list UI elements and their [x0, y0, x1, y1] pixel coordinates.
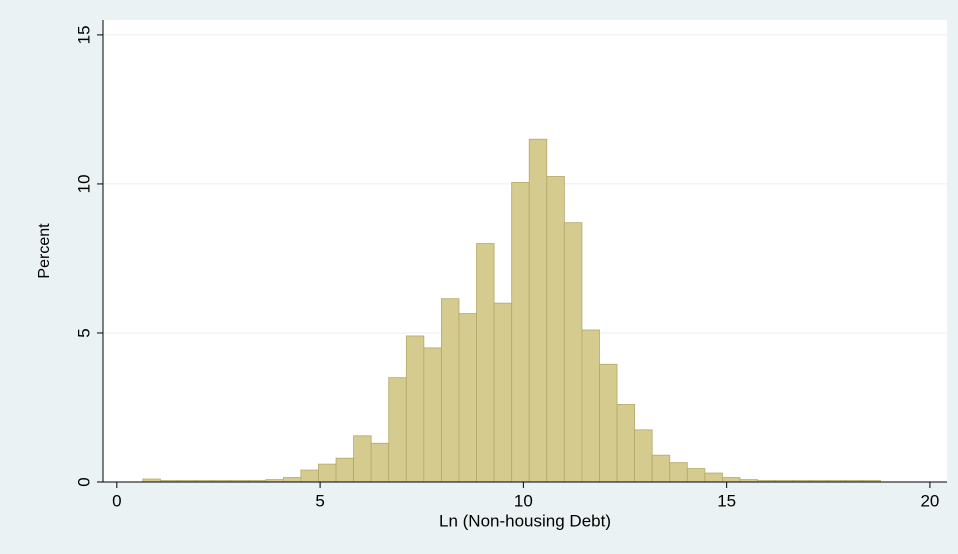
y-tick-label: 10	[74, 174, 93, 193]
x-tick-label: 10	[514, 491, 533, 510]
bar	[722, 477, 741, 483]
bar	[335, 457, 354, 483]
bar	[669, 462, 688, 483]
bar	[563, 222, 583, 483]
y-tick-label: 15	[74, 25, 93, 44]
bar	[704, 472, 723, 483]
bar	[318, 463, 337, 483]
bar	[511, 182, 530, 483]
bar	[581, 329, 600, 483]
bar	[528, 138, 548, 483]
bar	[353, 435, 372, 483]
bar	[370, 442, 390, 483]
y-axis-label: Percent	[36, 223, 53, 279]
bar	[616, 404, 636, 483]
x-tick-label: 20	[920, 491, 939, 510]
bar	[388, 377, 407, 483]
bar	[423, 347, 442, 483]
bar	[493, 302, 513, 483]
y-tick-label: 5	[74, 328, 93, 337]
x-tick-label: 0	[112, 491, 121, 510]
x-axis-label: Ln (Non-housing Debt)	[439, 511, 611, 530]
bar	[405, 335, 425, 483]
bar	[282, 477, 302, 483]
y-tick-label: 0	[74, 477, 93, 486]
bar	[599, 363, 618, 483]
bar	[300, 469, 319, 483]
bar	[458, 313, 477, 483]
x-tick-label: 5	[315, 491, 324, 510]
bar	[686, 468, 706, 483]
bar	[634, 429, 653, 483]
bar	[546, 176, 565, 483]
x-tick-label: 15	[717, 491, 736, 510]
bar	[651, 454, 671, 483]
bar	[476, 243, 495, 483]
bar	[441, 298, 460, 483]
